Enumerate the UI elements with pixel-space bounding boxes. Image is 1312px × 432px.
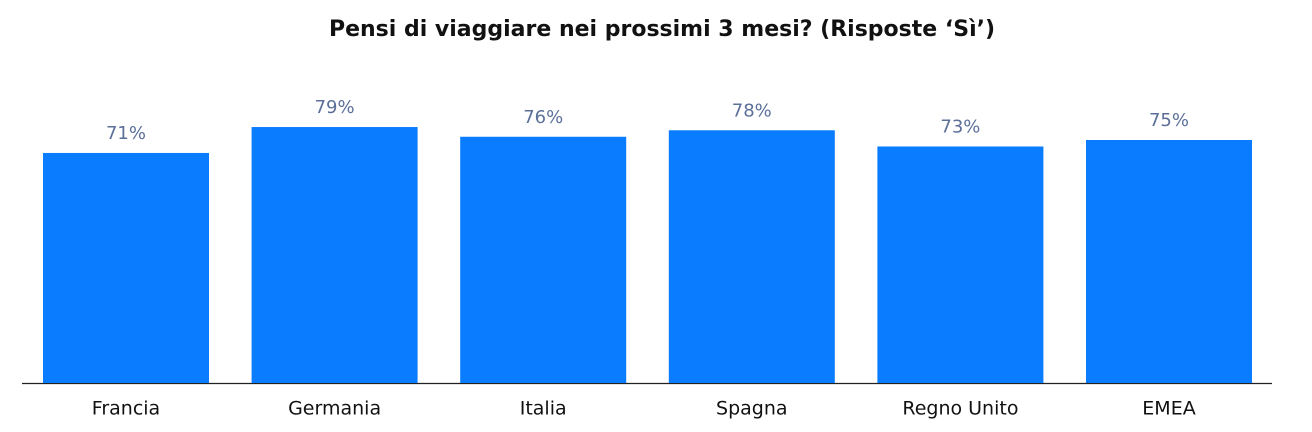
value-label: 73% [940,116,980,137]
x-tick-label: Germania [288,398,381,420]
x-tick-label: Spagna [716,398,788,420]
x-tick-label: Italia [520,398,567,420]
bar [43,152,209,383]
bar [877,146,1044,383]
value-label: 71% [106,123,146,144]
bar [460,136,627,383]
x-tick-label: EMEA [1142,398,1195,420]
x-tick-label: Regno Unito [902,398,1018,420]
chart-title: Pensi di viaggiare nei prossimi 3 mesi? … [329,17,995,42]
bar [1086,140,1252,383]
value-label: 78% [732,100,772,121]
value-label: 75% [1149,110,1189,131]
x-tick-label: Francia [92,398,160,420]
bar [251,127,418,383]
bar [668,130,835,383]
value-label: 76% [523,107,563,128]
value-label: 79% [315,97,355,118]
